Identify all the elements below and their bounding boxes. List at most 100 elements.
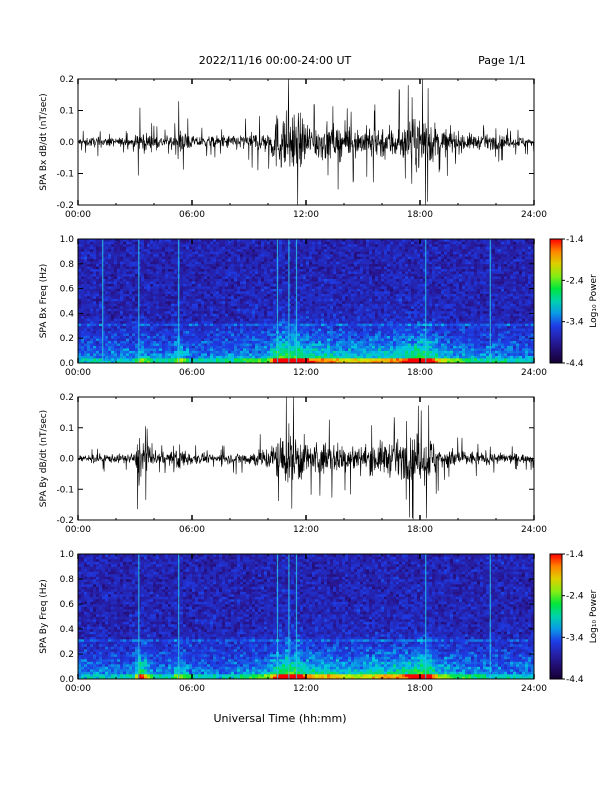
spectrogram-cell: [87, 358, 91, 361]
spectrogram-cell: [267, 283, 271, 287]
spectrogram-cell: [186, 318, 190, 322]
spectrogram-cell: [141, 258, 145, 262]
spectrogram-cell: [126, 298, 130, 302]
spectrogram-cell: [243, 291, 247, 294]
spectrogram-cell: [141, 296, 145, 299]
spectrogram-cell: [114, 315, 118, 319]
spectrogram-cell: [129, 261, 133, 265]
spectrogram-cell: [285, 261, 289, 265]
spectrogram-cell: [252, 241, 256, 245]
spectrogram-cell: [87, 288, 91, 292]
spectrogram-cell: [261, 333, 265, 337]
spectrogram-cell: [228, 330, 232, 334]
spectrogram-cell: [312, 325, 316, 329]
spectrogram-cell: [180, 261, 184, 265]
spectrogram-cell: [159, 239, 163, 242]
spectrogram-cell: [192, 271, 196, 275]
spectrogram-cell: [189, 239, 193, 242]
spectrogram-cell: [369, 273, 373, 277]
spectrogram-cell: [126, 276, 130, 279]
spectrogram-cell: [168, 335, 172, 339]
spectrogram-cell: [204, 301, 208, 304]
spectrogram-cell: [204, 330, 208, 334]
spectrogram-cell: [231, 278, 235, 282]
spectrogram-cell: [207, 353, 211, 356]
spectrogram-cell: [147, 308, 151, 312]
spectrogram-cell: [315, 308, 319, 312]
spectrogram-cell: [84, 271, 88, 275]
spectrogram-cell: [345, 335, 349, 339]
spectrogram-cell: [291, 360, 295, 364]
spectrogram-cell: [144, 323, 148, 327]
spectrogram-cell: [237, 320, 241, 324]
spectrogram-cell: [135, 276, 139, 279]
spectrogram-cell: [162, 353, 166, 356]
spectrogram-cell: [309, 301, 313, 304]
spectrogram-cell: [324, 350, 328, 354]
spectrogram-cell: [195, 273, 199, 277]
spectrogram-cell: [354, 253, 358, 257]
spectrogram-cell: [372, 308, 376, 312]
spectrogram-cell: [354, 315, 358, 319]
spectrogram-cell: [183, 355, 187, 359]
spectrogram-cell: [195, 308, 199, 312]
spectrogram-cell: [297, 263, 301, 267]
spectrogram-cell: [189, 343, 193, 346]
spectrogram-cell: [195, 305, 199, 309]
spectrogram-cell: [303, 353, 307, 356]
spectrogram-cell: [147, 276, 151, 279]
spectrogram-cell: [279, 301, 283, 304]
spectrogram-cell: [267, 323, 271, 327]
spectrogram-cell: [369, 345, 373, 349]
spectrogram-cell: [255, 358, 259, 361]
spectrogram-cell: [309, 360, 313, 364]
spectrogram-cell: [228, 263, 232, 267]
spectrogram-cell: [294, 348, 298, 351]
y-tick-label: 0.0: [60, 138, 75, 148]
spectrogram-cell: [153, 330, 157, 334]
spectrogram-cell: [354, 248, 358, 252]
spectrogram-cell: [147, 325, 151, 329]
spectrogram-cell: [231, 256, 235, 260]
spectrogram-cell: [171, 253, 175, 257]
spectrogram-cell: [219, 360, 223, 364]
spectrogram-cell: [213, 303, 217, 307]
spectrogram-cell: [156, 325, 160, 329]
spectrogram-cell: [171, 258, 175, 262]
spectrogram-cell: [363, 246, 367, 250]
spectrogram-cell: [240, 296, 244, 299]
spectrogram-cell: [321, 268, 325, 272]
spectrogram-cell: [222, 248, 226, 252]
spectrogram-cell: [258, 286, 262, 289]
spectrogram-cell: [141, 253, 145, 257]
spectrogram-cell: [165, 243, 169, 247]
spectrogram-cell: [303, 315, 307, 319]
spectrogram-cell: [237, 308, 241, 312]
spectrogram-cell: [321, 271, 325, 275]
spectrogram-cell: [357, 243, 361, 247]
spectrogram-cell: [153, 318, 157, 322]
spectrogram-cell: [264, 281, 268, 284]
spectrogram-cell: [135, 348, 139, 351]
spectrogram-cell: [327, 288, 331, 292]
spectrogram-cell: [303, 263, 307, 267]
spectrogram-cell: [333, 325, 337, 329]
spectrogram-cell: [123, 281, 127, 284]
spectrogram-cell: [192, 258, 196, 262]
spectrogram-cell: [189, 246, 193, 250]
spectrogram-cell: [270, 320, 274, 324]
spectrogram-cell: [108, 353, 112, 356]
spectrogram-cell: [294, 315, 298, 319]
spectrogram-cell: [351, 313, 355, 317]
spectrogram-cell: [261, 246, 265, 250]
spectrogram-cell: [189, 283, 193, 287]
spectrogram-cell: [351, 296, 355, 299]
spectrogram-cell: [129, 293, 133, 297]
spectrogram-cell: [189, 288, 193, 292]
spectrogram-cell: [108, 320, 112, 324]
spectrogram-cell: [99, 246, 103, 250]
spectrogram-cell: [297, 266, 301, 270]
spectrogram-cell: [165, 301, 169, 304]
spectrogram-cell: [357, 353, 361, 356]
spectrogram-cell: [195, 301, 199, 304]
